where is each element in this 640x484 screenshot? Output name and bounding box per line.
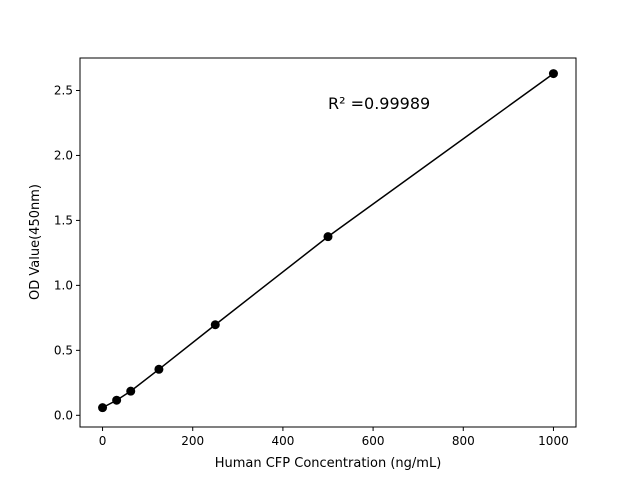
- data-point: [548, 69, 558, 79]
- x-tick-label: 1000: [538, 434, 569, 448]
- x-tick-label: 400: [271, 434, 294, 448]
- data-point: [210, 320, 220, 330]
- data-point: [154, 364, 164, 374]
- data-point: [112, 395, 122, 405]
- x-tick-label: 0: [99, 434, 107, 448]
- x-tick-label: 800: [452, 434, 475, 448]
- x-axis-label: Human CFP Concentration (ng/mL): [215, 456, 442, 471]
- x-tick-label: 200: [181, 434, 204, 448]
- r-squared-annotation: R² =0.99989: [328, 94, 430, 113]
- x-tick-label: 600: [362, 434, 385, 448]
- y-tick-label: 0.5: [54, 343, 73, 357]
- y-axis-label: OD Value(450nm): [28, 184, 43, 300]
- data-point: [98, 403, 108, 413]
- y-tick-label: 2.0: [54, 148, 73, 162]
- plot-area: [79, 57, 577, 428]
- y-tick-label: 1.0: [54, 278, 73, 292]
- y-tick-label: 1.5: [54, 213, 73, 227]
- data-point: [323, 232, 333, 242]
- y-tick-label: 2.5: [54, 83, 73, 97]
- data-point: [126, 386, 136, 396]
- y-tick-label: 0.0: [54, 408, 73, 422]
